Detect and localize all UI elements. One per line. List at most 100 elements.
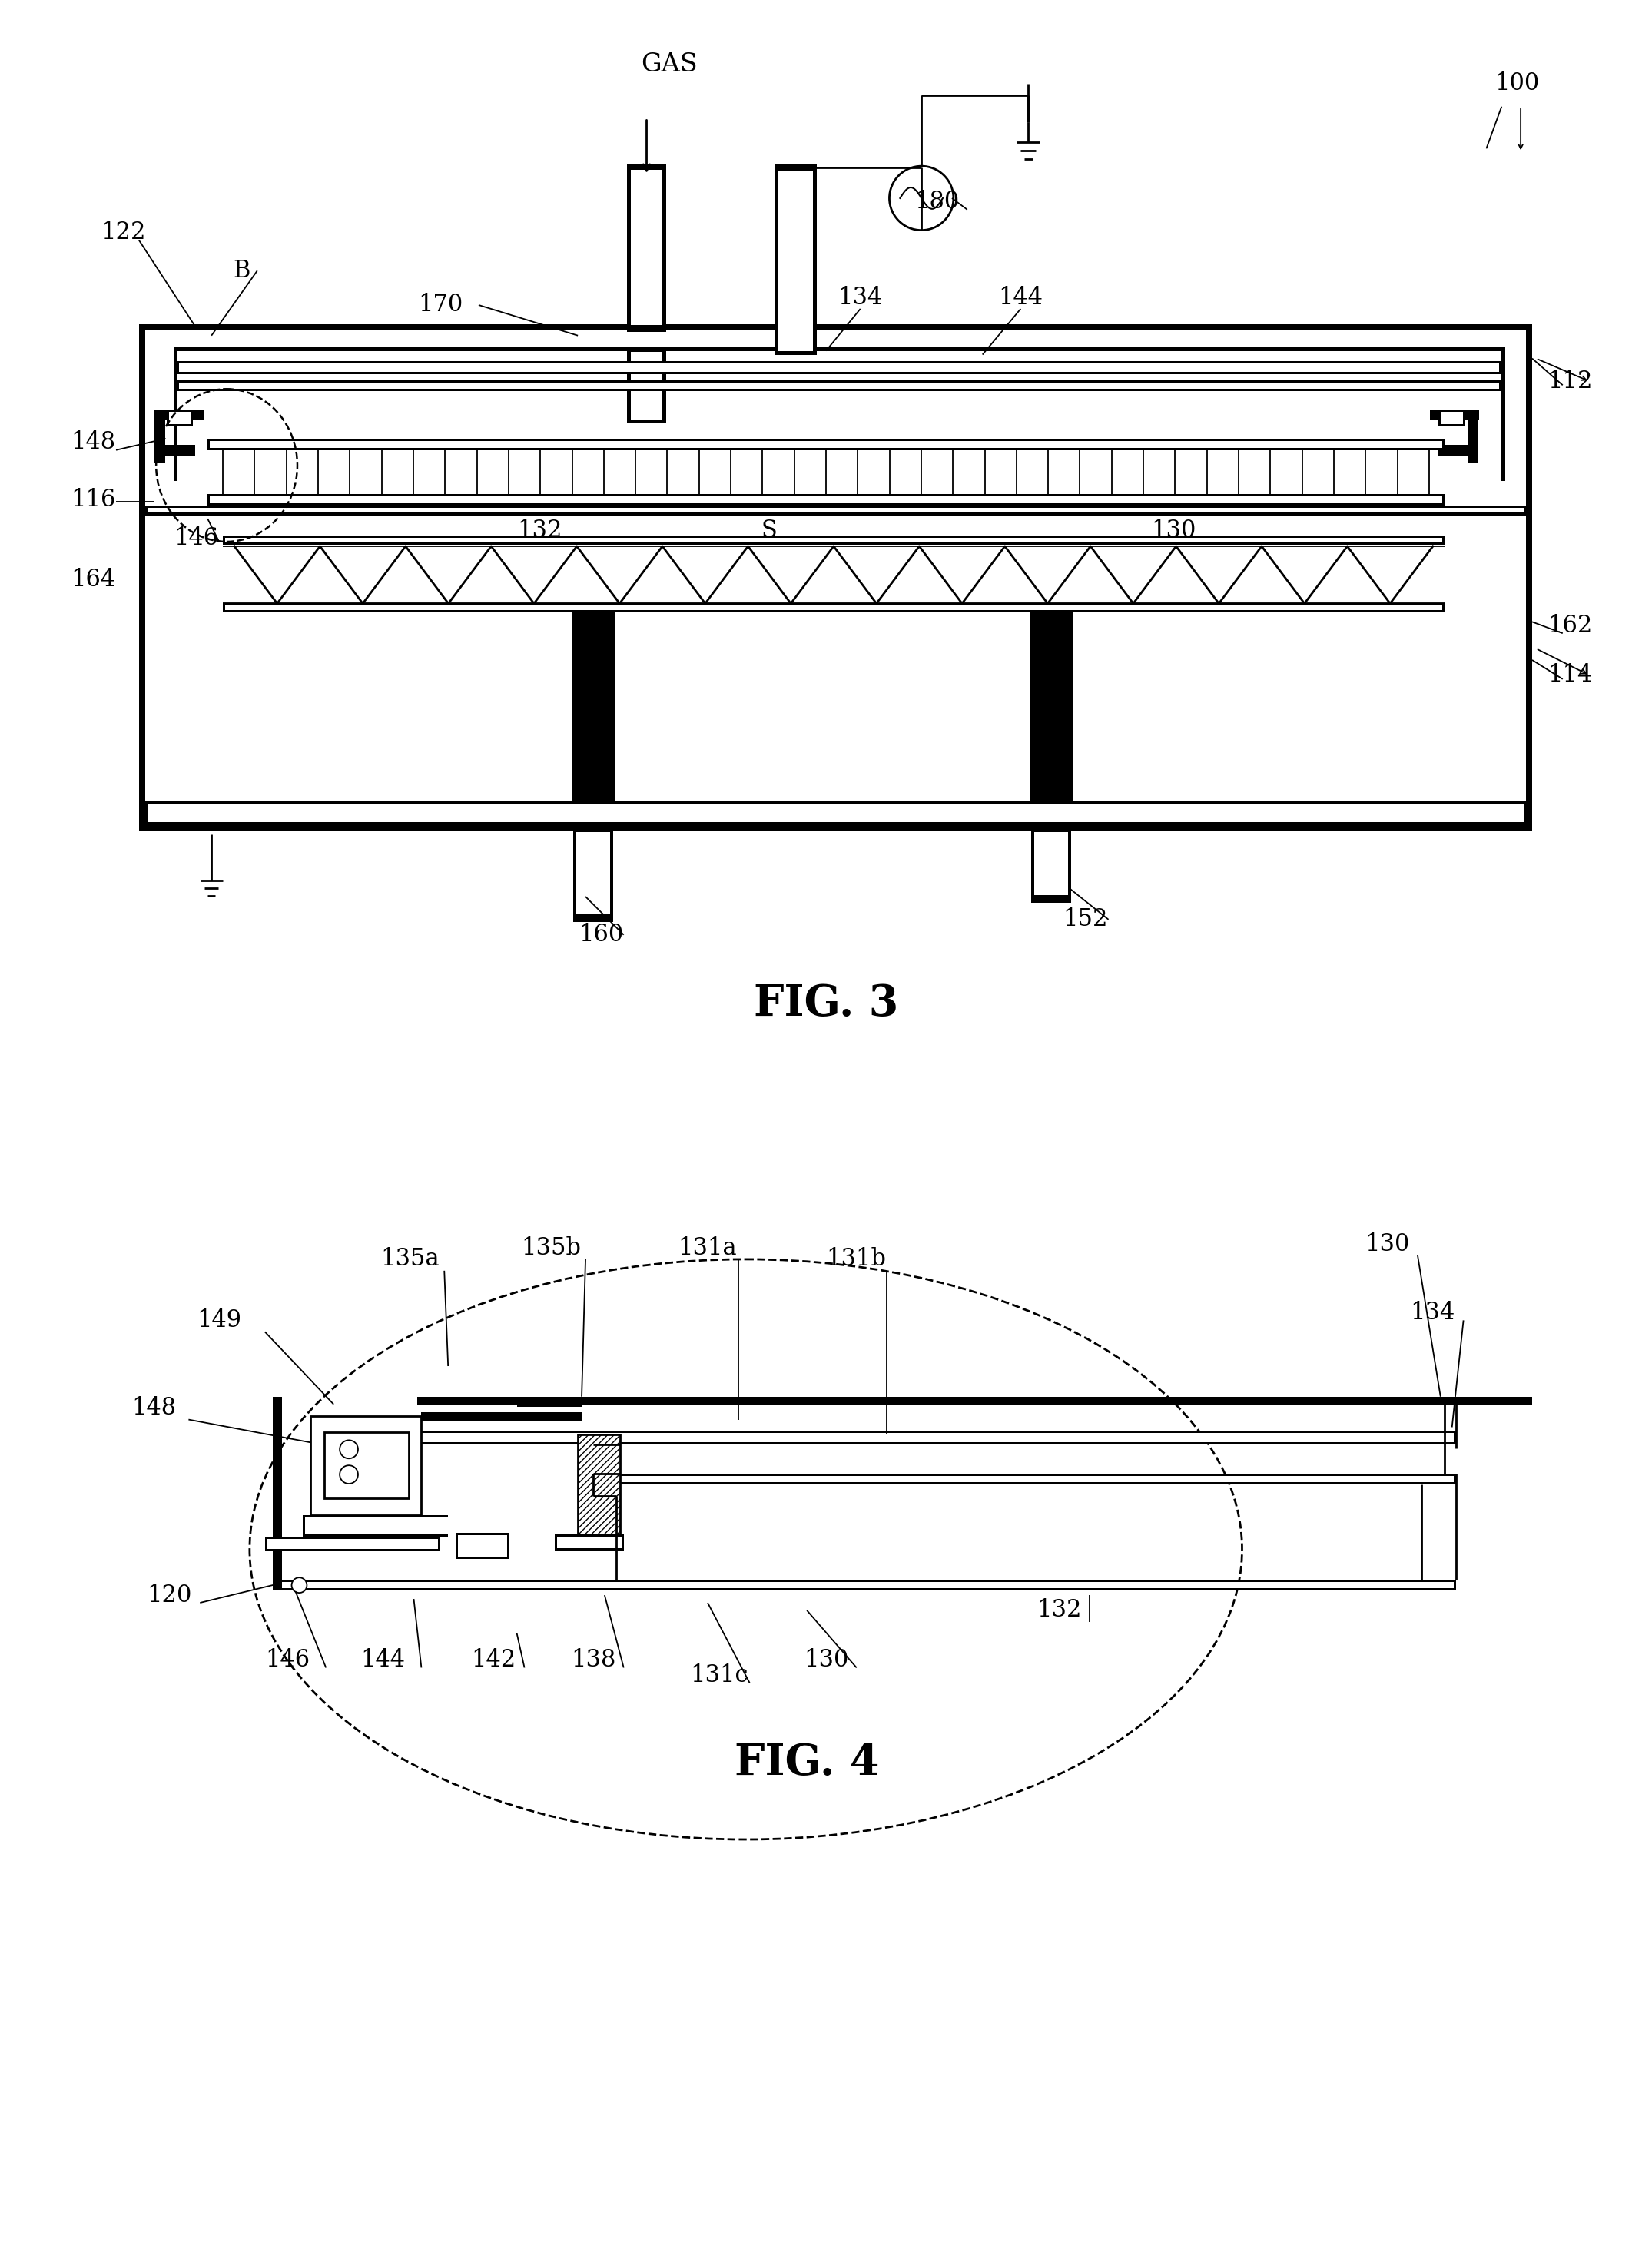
- Bar: [1439, 409, 1465, 428]
- Bar: [1034, 832, 1067, 898]
- Bar: [302, 1516, 448, 1536]
- Bar: [311, 1416, 421, 1516]
- Bar: [555, 1534, 624, 1552]
- Text: 146: 146: [266, 1649, 311, 1672]
- Text: 170: 170: [418, 294, 463, 317]
- Text: 132: 132: [517, 518, 562, 543]
- Bar: [225, 606, 1442, 611]
- Text: FIG. 3: FIG. 3: [753, 982, 899, 1025]
- Text: 132: 132: [1036, 1599, 1082, 1622]
- Bar: [778, 165, 813, 351]
- Bar: [180, 362, 1500, 373]
- Circle shape: [340, 1466, 358, 1484]
- Bar: [180, 382, 1500, 389]
- Bar: [775, 163, 816, 355]
- Text: 160: 160: [578, 923, 623, 948]
- Bar: [1526, 323, 1531, 830]
- Bar: [154, 409, 203, 421]
- Bar: [273, 1396, 282, 1590]
- Bar: [324, 1432, 408, 1497]
- Bar: [210, 441, 1442, 448]
- Bar: [1439, 446, 1469, 455]
- Bar: [573, 613, 615, 823]
- Bar: [177, 360, 1502, 375]
- Bar: [268, 1538, 438, 1549]
- Bar: [573, 914, 613, 923]
- Text: 130: 130: [1365, 1233, 1409, 1255]
- Bar: [631, 351, 662, 418]
- Text: 164: 164: [71, 568, 116, 593]
- Text: 131c: 131c: [691, 1663, 748, 1687]
- Bar: [420, 1434, 1454, 1443]
- Text: 114: 114: [1548, 663, 1593, 688]
- Bar: [595, 1477, 1454, 1482]
- Bar: [208, 439, 1444, 450]
- Bar: [154, 421, 165, 461]
- Text: 148: 148: [71, 430, 116, 455]
- Text: 144: 144: [998, 285, 1042, 310]
- Text: 152: 152: [1064, 907, 1108, 932]
- Text: 144: 144: [360, 1649, 405, 1672]
- Bar: [147, 803, 1523, 821]
- Bar: [210, 498, 1442, 504]
- Text: 149: 149: [197, 1307, 241, 1332]
- Bar: [573, 830, 613, 923]
- Bar: [1502, 346, 1505, 480]
- Bar: [306, 1518, 448, 1534]
- Bar: [626, 351, 666, 423]
- Bar: [517, 1400, 582, 1407]
- Bar: [223, 604, 1444, 613]
- Bar: [169, 412, 192, 423]
- Text: 134: 134: [838, 285, 882, 310]
- Bar: [1031, 613, 1072, 823]
- Text: B: B: [233, 258, 251, 283]
- Bar: [145, 801, 1526, 823]
- Bar: [177, 380, 1502, 391]
- Bar: [147, 509, 1523, 513]
- Text: 162: 162: [1548, 613, 1593, 638]
- Text: 130: 130: [803, 1649, 849, 1672]
- Circle shape: [292, 1577, 307, 1592]
- Bar: [165, 446, 195, 455]
- Text: 131a: 131a: [679, 1235, 737, 1260]
- Text: 148: 148: [132, 1396, 177, 1421]
- Text: 138: 138: [570, 1649, 616, 1672]
- Bar: [631, 167, 662, 326]
- Text: 130: 130: [1151, 518, 1196, 543]
- Bar: [139, 323, 1531, 330]
- Bar: [273, 1579, 1455, 1590]
- Bar: [139, 323, 145, 830]
- Text: 131b: 131b: [826, 1246, 887, 1271]
- Bar: [139, 823, 1531, 830]
- Circle shape: [340, 1441, 358, 1459]
- Bar: [557, 1536, 621, 1549]
- Bar: [223, 536, 1444, 545]
- Text: 142: 142: [471, 1649, 517, 1672]
- Bar: [421, 1411, 582, 1421]
- Bar: [578, 1434, 620, 1534]
- Text: S: S: [760, 518, 776, 543]
- Bar: [456, 1534, 509, 1559]
- Text: 112: 112: [1548, 369, 1593, 394]
- Text: 120: 120: [147, 1583, 192, 1606]
- Bar: [1031, 830, 1070, 903]
- Bar: [577, 832, 610, 918]
- Bar: [167, 409, 193, 428]
- Bar: [264, 1536, 441, 1552]
- Text: 134: 134: [1411, 1301, 1455, 1326]
- Bar: [1441, 412, 1462, 423]
- Bar: [1431, 409, 1480, 421]
- Text: 122: 122: [101, 222, 145, 244]
- Bar: [173, 346, 1505, 351]
- Text: FIG. 4: FIG. 4: [735, 1742, 879, 1785]
- Text: GAS: GAS: [641, 52, 697, 77]
- Bar: [208, 495, 1444, 507]
- Bar: [626, 163, 666, 333]
- Bar: [418, 1432, 1455, 1445]
- Text: 180: 180: [914, 190, 960, 215]
- Bar: [173, 346, 177, 480]
- Text: 135b: 135b: [522, 1235, 582, 1260]
- Text: 100: 100: [1495, 72, 1540, 95]
- Text: 116: 116: [71, 489, 116, 511]
- Bar: [593, 1475, 1455, 1484]
